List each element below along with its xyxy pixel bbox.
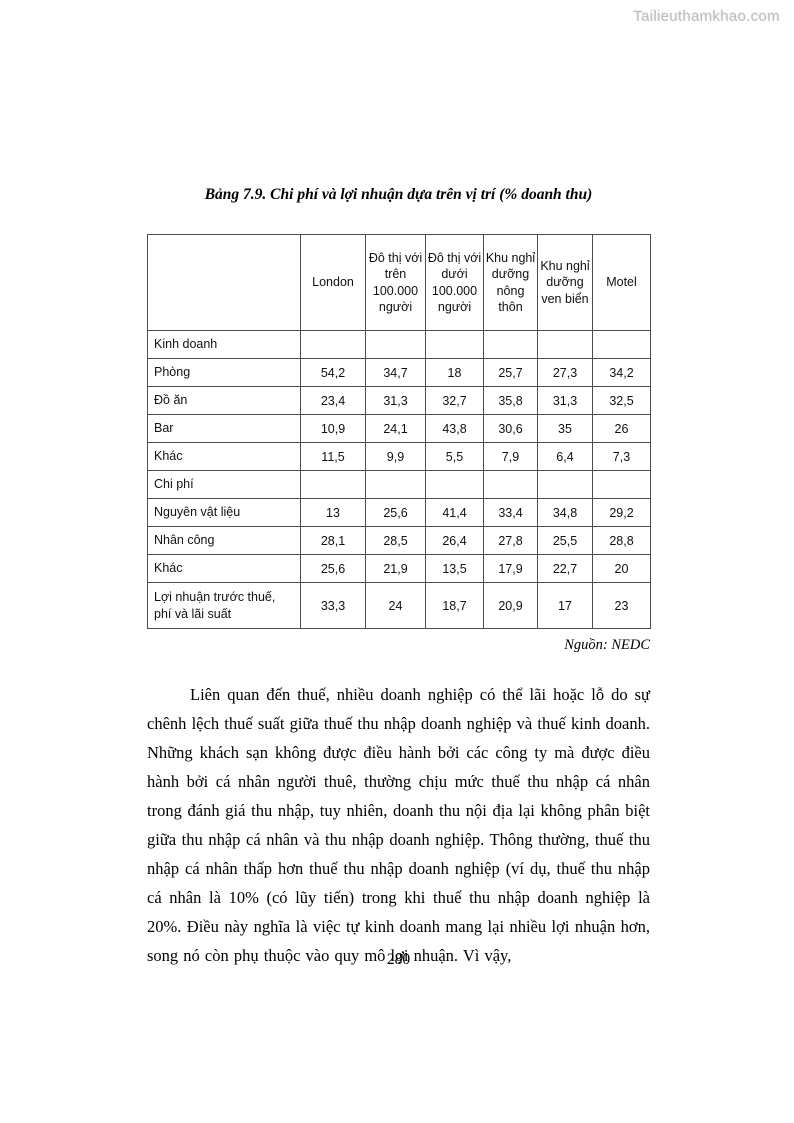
table-header-row: London Đô thị với trên 100.000 người Đô …	[147, 234, 651, 331]
cell: 17	[537, 582, 593, 629]
page-content: Bảng 7.9. Chi phí và lợi nhuận dựa trên …	[147, 0, 651, 1123]
cell	[483, 470, 538, 499]
cell: 28,1	[300, 526, 366, 555]
table-source: Nguồn: NEDC	[564, 637, 650, 653]
cell: 13,5	[425, 554, 484, 583]
table-row: Đồ ăn 23,4 31,3 32,7 35,8 31,3 32,5	[147, 386, 651, 415]
cell: 27,3	[537, 358, 593, 387]
cell: 20	[592, 554, 651, 583]
header-cell-london: London	[300, 234, 366, 331]
cell	[537, 470, 593, 499]
page-number: 280	[386, 951, 411, 968]
cell: 24	[365, 582, 426, 629]
cell: 20,9	[483, 582, 538, 629]
cell: 28,5	[365, 526, 426, 555]
cell: 9,9	[365, 442, 426, 471]
cell: 18	[425, 358, 484, 387]
header-cell-empty	[147, 234, 301, 331]
cell: 31,3	[365, 386, 426, 415]
cell: 32,7	[425, 386, 484, 415]
cell: 34,8	[537, 498, 593, 527]
header-cell-motel: Motel	[592, 234, 651, 331]
data-table: London Đô thị với trên 100.000 người Đô …	[147, 234, 651, 629]
row-label: Nhân công	[147, 526, 301, 555]
header-cell-city-over-100k: Đô thị với trên 100.000 người	[365, 234, 426, 331]
cell: 28,8	[592, 526, 651, 555]
table-row: Phòng 54,2 34,7 18 25,7 27,3 34,2	[147, 358, 651, 387]
header-cell-seaside-resort: Khu nghỉ dưỡng ven biển	[537, 234, 593, 331]
cell: 41,4	[425, 498, 484, 527]
cell	[300, 330, 366, 359]
cell	[537, 330, 593, 359]
table-row: Lợi nhuận trước thuế, phí và lãi suất 33…	[147, 582, 651, 629]
cell: 32,5	[592, 386, 651, 415]
cell: 11,5	[300, 442, 366, 471]
cell: 26,4	[425, 526, 484, 555]
cell: 6,4	[537, 442, 593, 471]
row-label: Phòng	[147, 358, 301, 387]
cell	[365, 470, 426, 499]
table-row: Nhân công 28,1 28,5 26,4 27,8 25,5 28,8	[147, 526, 651, 555]
cell: 22,7	[537, 554, 593, 583]
cell: 10,9	[300, 414, 366, 443]
table-title: Bảng 7.9. Chi phí và lợi nhuận dựa trên …	[204, 186, 593, 203]
cell: 25,7	[483, 358, 538, 387]
table-row: Kinh doanh	[147, 330, 651, 359]
cell: 13	[300, 498, 366, 527]
cell	[483, 330, 538, 359]
cell: 21,9	[365, 554, 426, 583]
cell: 43,8	[425, 414, 484, 443]
cell	[425, 330, 484, 359]
cell: 25,6	[300, 554, 366, 583]
watermark: Tailieuthamkhao.com	[633, 8, 780, 25]
cell: 23	[592, 582, 651, 629]
body-paragraph: Liên quan đến thuế, nhiều doanh nghiệp c…	[147, 685, 650, 965]
cell: 35	[537, 414, 593, 443]
row-label: Đồ ăn	[147, 386, 301, 415]
cell: 33,4	[483, 498, 538, 527]
header-cell-city-under-100k: Đô thị với dưới 100.000 người	[425, 234, 484, 331]
row-label: Bar	[147, 414, 301, 443]
cell: 7,3	[592, 442, 651, 471]
cell: 25,6	[365, 498, 426, 527]
table-row: Chi phí	[147, 470, 651, 499]
cell: 27,8	[483, 526, 538, 555]
row-label: Khác	[147, 442, 301, 471]
cell	[365, 330, 426, 359]
cell: 54,2	[300, 358, 366, 387]
header-cell-country-resort: Khu nghỉ dưỡng nông thôn	[483, 234, 538, 331]
table-row: Nguyên vật liệu 13 25,6 41,4 33,4 34,8 2…	[147, 498, 651, 527]
cell	[425, 470, 484, 499]
cell: 30,6	[483, 414, 538, 443]
table-row: Khác 25,6 21,9 13,5 17,9 22,7 20	[147, 554, 651, 583]
row-label: Chi phí	[147, 470, 301, 499]
row-label: Nguyên vật liệu	[147, 498, 301, 527]
cell: 29,2	[592, 498, 651, 527]
cell: 25,5	[537, 526, 593, 555]
cell: 33,3	[300, 582, 366, 629]
table-row: Khác 11,5 9,9 5,5 7,9 6,4 7,3	[147, 442, 651, 471]
cell: 7,9	[483, 442, 538, 471]
cell: 18,7	[425, 582, 484, 629]
cell	[300, 470, 366, 499]
cell: 5,5	[425, 442, 484, 471]
row-label: Khác	[147, 554, 301, 583]
cell: 34,7	[365, 358, 426, 387]
row-label: Lợi nhuận trước thuế, phí và lãi suất	[147, 582, 301, 629]
cell: 34,2	[592, 358, 651, 387]
row-label: Kinh doanh	[147, 330, 301, 359]
cell: 31,3	[537, 386, 593, 415]
cell: 24,1	[365, 414, 426, 443]
table-row: Bar 10,9 24,1 43,8 30,6 35 26	[147, 414, 651, 443]
cell: 23,4	[300, 386, 366, 415]
cell: 26	[592, 414, 651, 443]
cell	[592, 330, 651, 359]
cell	[592, 470, 651, 499]
cell: 35,8	[483, 386, 538, 415]
cell: 17,9	[483, 554, 538, 583]
